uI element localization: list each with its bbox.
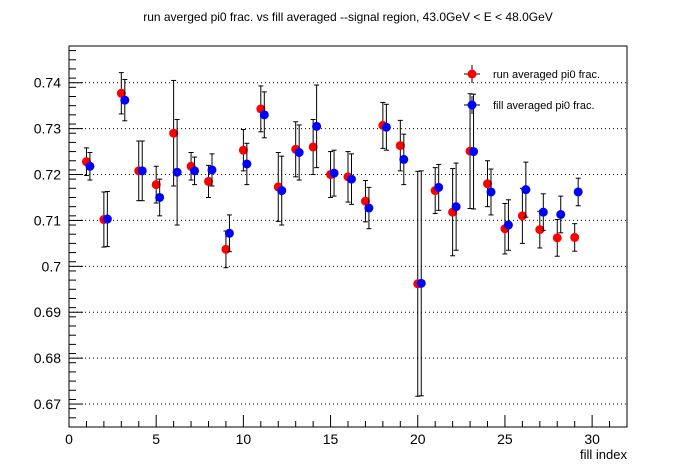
y-tick-label: 0.7 [42, 258, 62, 274]
fill-averaged-point [172, 167, 182, 177]
fill-averaged-point [399, 154, 409, 164]
y-tick-label: 0.69 [34, 304, 61, 320]
fill-averaged-point [207, 165, 217, 175]
fill-averaged-point [120, 95, 130, 105]
run-averaged-point [535, 225, 545, 235]
legend: run averaged pi0 frac. fill averaged pi0 … [464, 65, 600, 114]
axes: 0.67 0.68 0.69 0.7 0.71 0.72 0.73 0.74 0 5 10 15 20 2… [34, 50, 628, 447]
fill-averaged-point [277, 186, 287, 196]
fill-averaged-point [190, 166, 200, 176]
fill-averaged-point [556, 209, 566, 219]
y-tick-label: 0.67 [34, 396, 61, 412]
run-averaged-point [169, 128, 179, 138]
x-tick-label: 20 [410, 431, 426, 447]
x-tick-label: 0 [65, 431, 73, 447]
fill-averaged-point [259, 110, 269, 120]
fill-averaged-point [102, 214, 112, 224]
fill-averaged-point [521, 185, 531, 195]
run-averaged-point [308, 142, 318, 152]
fill-averaged-point [312, 121, 322, 131]
x-tick-label: 15 [323, 431, 339, 447]
fill-averaged-point [294, 147, 304, 157]
fill-averaged-point [381, 122, 391, 132]
fill-averaged-point [486, 187, 496, 197]
x-tick-label: 30 [584, 431, 600, 447]
legend-marker [467, 69, 477, 79]
run-averaged-point [151, 180, 161, 190]
y-tick-label: 0.68 [34, 350, 61, 366]
y-tick-label: 0.72 [34, 167, 61, 183]
fill-averaged-point [503, 220, 513, 230]
fill-averaged-point [224, 228, 234, 238]
grid-lines [69, 82, 627, 405]
x-tick-label: 5 [152, 431, 160, 447]
legend-label: fill averaged pi0 frac. [493, 100, 595, 112]
y-tick-label: 0.74 [34, 75, 61, 91]
chart-title: run averged pi0 frac. vs fill averaged -… [143, 10, 553, 24]
run-averaged-point [360, 196, 370, 206]
fill-averaged-point [155, 192, 165, 202]
fill-averaged-point [573, 187, 583, 197]
fill-averaged-point [346, 174, 356, 184]
run-averaged-point [238, 145, 248, 155]
x-axis-label: fill index [580, 447, 627, 462]
y-tick-label: 0.71 [34, 212, 61, 228]
data-points [81, 72, 583, 397]
fill-averaged-point [434, 182, 444, 192]
run-averaged-point [517, 211, 527, 221]
fill-averaged-point [329, 168, 339, 178]
run-averaged-point [483, 179, 492, 189]
fill-averaged-point [538, 207, 548, 217]
run-averaged-point [552, 233, 562, 243]
fill-averaged-point [451, 202, 461, 212]
run-averaged-point [570, 232, 580, 242]
x-tick-label: 10 [236, 431, 252, 447]
run-averaged-point [395, 141, 405, 151]
fill-averaged-point [469, 147, 479, 157]
legend-marker [467, 100, 477, 110]
fill-averaged-point [85, 161, 95, 171]
x-tick-label: 25 [497, 431, 513, 447]
y-tick-label: 0.73 [34, 121, 61, 137]
run-averaged-point [204, 176, 213, 186]
fill-averaged-point [137, 166, 147, 176]
run-averaged-point [116, 88, 126, 98]
legend-label: run averaged pi0 frac. [493, 69, 600, 81]
fill-averaged-point [416, 278, 426, 288]
fill-averaged-point [364, 203, 374, 213]
fill-averaged-point [242, 159, 252, 169]
